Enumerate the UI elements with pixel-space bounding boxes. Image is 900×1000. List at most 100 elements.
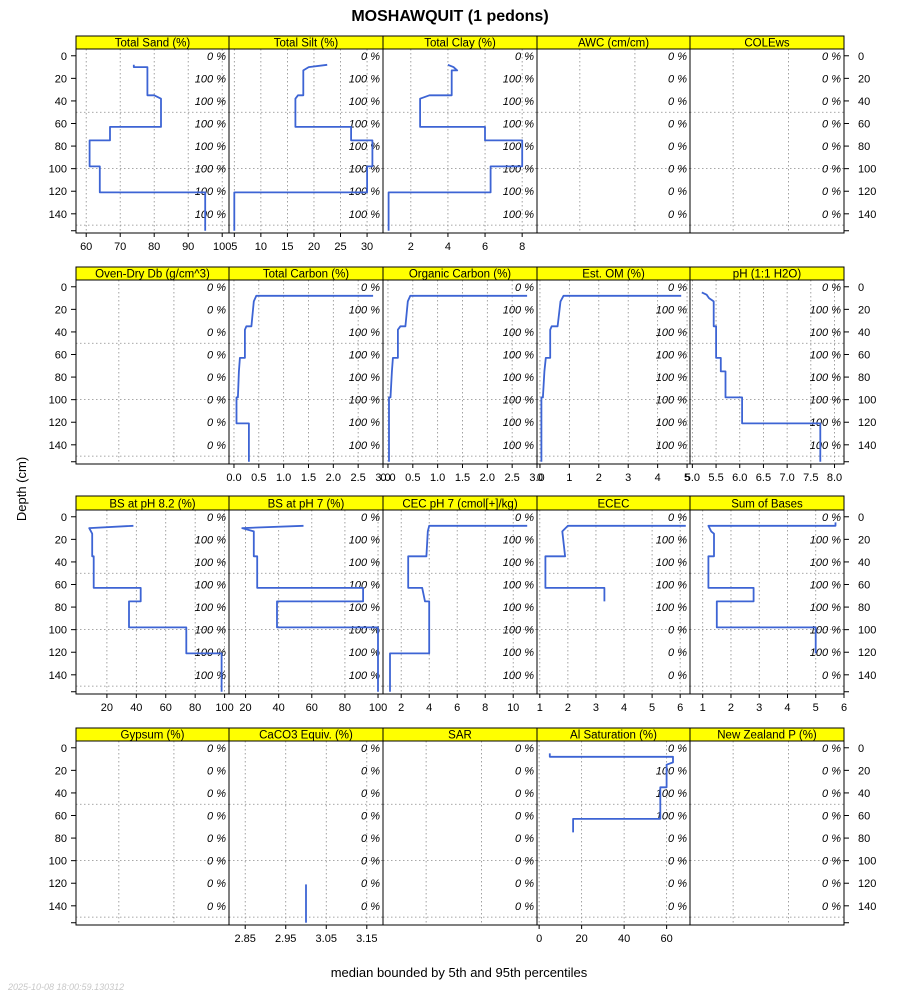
x-tick-label: 7.0 xyxy=(779,472,794,484)
percent-label: 100 % xyxy=(656,765,687,777)
percent-label: 0 % xyxy=(822,743,841,755)
percent-label: 0 % xyxy=(207,901,226,913)
percent-label: 0 % xyxy=(822,141,841,153)
percent-label: 100 % xyxy=(810,327,841,339)
x-tick-label: 2.5 xyxy=(505,472,520,484)
x-tick-label: 1 xyxy=(566,472,572,484)
y-tick-label: 100 xyxy=(858,395,876,407)
panel-title: AWC (cm/cm) xyxy=(578,38,649,50)
y-tick-label: 80 xyxy=(858,833,870,845)
percent-label: 0 % xyxy=(822,96,841,108)
percent-label: 0 % xyxy=(822,878,841,890)
percent-label: 100 % xyxy=(656,534,687,546)
panel-14: ECEC 0 % 100 % 100 % 100 % 100 % 0 % 0 % 0 % 1 2 3 4… xyxy=(536,495,691,714)
percent-label: 0 % xyxy=(515,743,534,755)
y-tick-label: 120 xyxy=(49,878,67,890)
y-tick-label: 100 xyxy=(49,625,67,637)
percent-label: 0 % xyxy=(207,440,226,452)
y-tick-label: 100 xyxy=(858,164,876,176)
percent-label: 0 % xyxy=(207,282,226,294)
y-tick-label: 80 xyxy=(55,833,67,845)
percent-label: 100 % xyxy=(503,580,534,592)
y-tick-label: 120 xyxy=(49,417,67,429)
y-tick-label: 120 xyxy=(49,647,67,659)
percent-label: 0 % xyxy=(668,647,687,659)
y-tick-label: 60 xyxy=(55,350,67,362)
y-tick-label: 60 xyxy=(858,350,870,362)
y-tick-label: 60 xyxy=(858,811,870,823)
percent-label: 100 % xyxy=(503,209,534,221)
x-tick-label: 7.5 xyxy=(803,472,818,484)
percent-label: 100 % xyxy=(656,327,687,339)
y-tick-label: 40 xyxy=(858,788,870,800)
x-tick-label: 30 xyxy=(361,241,373,253)
x-tick-label: 3 xyxy=(625,472,631,484)
percent-label: 100 % xyxy=(810,647,841,659)
y-tick-label: 0 xyxy=(61,282,67,294)
x-tick-label: 15 xyxy=(281,241,293,253)
y-tick-label: 140 xyxy=(49,440,67,452)
y-axis-label: Depth (cm) xyxy=(14,457,29,521)
x-tick-label: 2 xyxy=(565,702,571,714)
percent-label: 100 % xyxy=(656,350,687,362)
x-tick-label: 20 xyxy=(101,702,113,714)
percent-label: 100 % xyxy=(656,557,687,569)
x-tick-label: 2.85 xyxy=(234,933,255,945)
percent-label: 0 % xyxy=(668,901,687,913)
x-tick-label: 8.0 xyxy=(827,472,842,484)
percent-label: 0 % xyxy=(822,670,841,682)
percent-label: 0 % xyxy=(668,119,687,131)
percent-label: 0 % xyxy=(668,282,687,294)
y-tick-label: 60 xyxy=(858,580,870,592)
y-tick-label: 20 xyxy=(55,534,67,546)
percent-label: 0 % xyxy=(207,51,226,63)
percent-label: 100 % xyxy=(503,670,534,682)
percent-label: 100 % xyxy=(195,209,226,221)
y-tick-label: 0 xyxy=(858,743,864,755)
median-profile-line xyxy=(540,294,682,462)
x-tick-label: 3 xyxy=(756,702,762,714)
percent-label: 0 % xyxy=(515,282,534,294)
percent-label: 100 % xyxy=(503,557,534,569)
percent-label: 100 % xyxy=(349,417,380,429)
panel-7: Total Carbon (%) 0 % 100 % 100 % 100 % 100 % 1… xyxy=(226,266,391,484)
y-tick-label: 60 xyxy=(55,119,67,131)
y-tick-label: 20 xyxy=(858,765,870,777)
panel-2: Total Silt (%) 0 % 100 % 100 % 100 % 100 % 100… xyxy=(228,35,384,253)
x-tick-label: 1.5 xyxy=(455,472,470,484)
panel-4: AWC (cm/cm) 0 % 0 % 0 % 0 % 0 % 0 % 0 % 0 % xyxy=(536,35,691,234)
median-profile-line xyxy=(701,291,822,462)
percent-label: 100 % xyxy=(195,580,226,592)
panel-title: BS at pH 7 (%) xyxy=(268,499,345,511)
percent-label: 0 % xyxy=(822,901,841,913)
panel-title: COLEws xyxy=(744,38,790,50)
percent-label: 100 % xyxy=(810,440,841,452)
panel-9: Est. OM (%) 0 % 100 % 100 % 100 % 100 % 100 % 1… xyxy=(536,266,691,484)
percent-label: 100 % xyxy=(810,602,841,614)
percent-label: 0 % xyxy=(361,878,380,890)
x-tick-label: 2.0 xyxy=(326,472,341,484)
percent-label: 100 % xyxy=(349,141,380,153)
y-tick-label: 120 xyxy=(858,417,876,429)
percent-label: 0 % xyxy=(361,833,380,845)
x-tick-label: 2 xyxy=(398,702,404,714)
percent-label: 100 % xyxy=(810,304,841,316)
percent-label: 0 % xyxy=(361,788,380,800)
percent-label: 100 % xyxy=(503,647,534,659)
x-tick-label: 1 xyxy=(700,702,706,714)
y-tick-label: 100 xyxy=(858,625,876,637)
y-tick-label: 0 xyxy=(61,743,67,755)
y-tick-label: 20 xyxy=(55,765,67,777)
panel-11: BS at pH 8.2 (%) 0 % 100 % 100 % 100 % 100 % 1… xyxy=(49,495,234,714)
percent-label: 100 % xyxy=(810,625,841,637)
y-tick-label: 20 xyxy=(55,73,67,85)
x-tick-label: 3.05 xyxy=(316,933,337,945)
y-tick-label: 120 xyxy=(49,186,67,198)
x-tick-label: 3.0 xyxy=(529,472,544,484)
x-tick-label: 100 xyxy=(215,702,233,714)
percent-label: 0 % xyxy=(822,51,841,63)
x-tick-label: 5.5 xyxy=(708,472,723,484)
percent-label: 0 % xyxy=(207,512,226,524)
x-tick-label: 6 xyxy=(482,241,488,253)
